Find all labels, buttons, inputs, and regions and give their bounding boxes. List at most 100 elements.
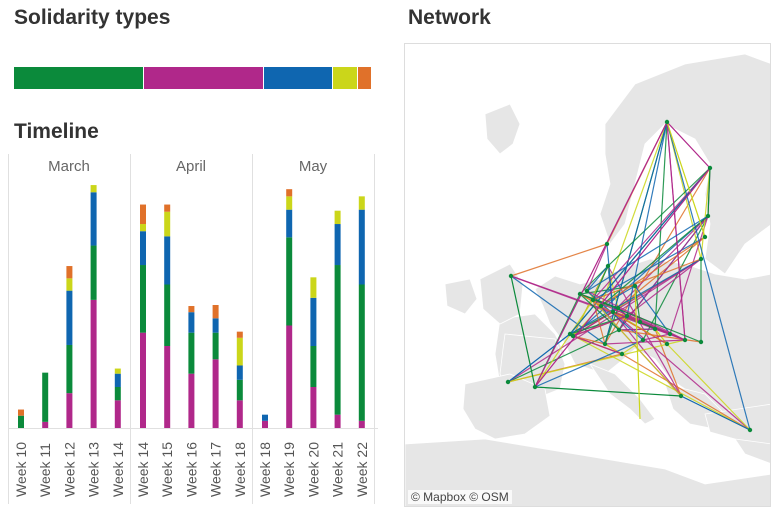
bar-segment-green[interactable] bbox=[18, 415, 24, 428]
network-node[interactable] bbox=[584, 288, 590, 294]
bar-segment-orange[interactable] bbox=[212, 305, 219, 319]
network-node[interactable] bbox=[698, 256, 704, 262]
bar-segment-yellow[interactable] bbox=[286, 196, 293, 210]
bar-segment-yellow[interactable] bbox=[66, 278, 73, 291]
network-node[interactable] bbox=[682, 337, 688, 343]
network-edge[interactable] bbox=[707, 167, 711, 217]
network-edge[interactable] bbox=[510, 275, 606, 345]
network-edge[interactable] bbox=[592, 167, 711, 301]
bar-segment-blue[interactable] bbox=[66, 290, 73, 345]
bar-segment-yellow[interactable] bbox=[358, 196, 365, 210]
network-edge[interactable] bbox=[579, 293, 620, 331]
bar-segment-orange[interactable] bbox=[188, 306, 195, 313]
network-node[interactable] bbox=[610, 309, 616, 315]
type-segment-blue[interactable] bbox=[263, 67, 333, 89]
network-edge[interactable] bbox=[510, 275, 641, 323]
bar-segment-magenta[interactable] bbox=[114, 400, 121, 428]
bar-segment-yellow[interactable] bbox=[164, 211, 171, 237]
network-node[interactable] bbox=[624, 313, 630, 319]
network-node[interactable] bbox=[590, 297, 596, 303]
bar-segment-blue[interactable] bbox=[140, 231, 146, 266]
network-edge[interactable] bbox=[634, 285, 641, 323]
network-node[interactable] bbox=[602, 341, 608, 347]
network-edge[interactable] bbox=[612, 311, 682, 397]
bar-segment-green[interactable] bbox=[66, 344, 73, 394]
bar-segment-orange[interactable] bbox=[164, 204, 171, 212]
network-edge[interactable] bbox=[586, 265, 609, 292]
network-edge[interactable] bbox=[534, 339, 644, 388]
network-edge[interactable] bbox=[669, 215, 709, 335]
network-edge[interactable] bbox=[586, 215, 709, 292]
network-edge[interactable] bbox=[572, 335, 623, 355]
network-node[interactable] bbox=[640, 337, 646, 343]
bar-segment-green[interactable] bbox=[42, 372, 49, 422]
bar-segment-green[interactable] bbox=[310, 346, 317, 387]
network-map[interactable]: © Mapbox © OSM bbox=[404, 43, 771, 507]
network-node[interactable] bbox=[532, 384, 538, 390]
bar-segment-magenta[interactable] bbox=[262, 420, 268, 428]
network-edge[interactable] bbox=[534, 386, 682, 397]
network-node[interactable] bbox=[702, 234, 708, 240]
network-node[interactable] bbox=[505, 379, 511, 385]
network-edge[interactable] bbox=[666, 121, 706, 238]
network-node[interactable] bbox=[747, 427, 753, 433]
network-edge[interactable] bbox=[507, 333, 571, 383]
bar-segment-magenta[interactable] bbox=[140, 332, 146, 428]
bar-segment-magenta[interactable] bbox=[42, 421, 49, 428]
network-node[interactable] bbox=[664, 341, 670, 347]
network-edge[interactable] bbox=[579, 293, 702, 343]
network-edge[interactable] bbox=[572, 315, 628, 337]
network-node[interactable] bbox=[567, 331, 573, 337]
bar-segment-yellow[interactable] bbox=[114, 368, 121, 374]
bar-segment-green[interactable] bbox=[90, 245, 97, 300]
network-edge[interactable] bbox=[626, 121, 668, 317]
bar-segment-blue[interactable] bbox=[358, 209, 365, 285]
bar-segment-yellow[interactable] bbox=[140, 224, 146, 232]
bar-segment-blue[interactable] bbox=[334, 224, 341, 266]
bar-segment-blue[interactable] bbox=[188, 312, 195, 333]
network-edge[interactable] bbox=[534, 121, 668, 388]
type-segment-magenta[interactable] bbox=[143, 67, 264, 89]
network-node[interactable] bbox=[619, 351, 625, 357]
network-edge[interactable] bbox=[507, 329, 620, 383]
bar-segment-orange[interactable] bbox=[140, 204, 146, 225]
network-edge[interactable] bbox=[666, 121, 686, 341]
bar-segment-orange[interactable] bbox=[236, 331, 243, 338]
network-edge[interactable] bbox=[634, 285, 641, 420]
network-node[interactable] bbox=[616, 327, 622, 333]
network-node[interactable] bbox=[604, 241, 610, 247]
network-edge[interactable] bbox=[534, 167, 711, 388]
bar-segment-green[interactable] bbox=[212, 332, 219, 360]
bar-segment-blue[interactable] bbox=[286, 209, 293, 238]
network-edge[interactable] bbox=[586, 243, 608, 292]
network-node[interactable] bbox=[632, 283, 638, 289]
network-edge[interactable] bbox=[612, 311, 751, 431]
bar-segment-magenta[interactable] bbox=[310, 387, 317, 428]
network-edge[interactable] bbox=[507, 339, 686, 383]
bar-segment-blue[interactable] bbox=[212, 318, 219, 333]
network-node[interactable] bbox=[615, 305, 621, 311]
bar-segment-blue[interactable] bbox=[114, 373, 121, 387]
bar-segment-green[interactable] bbox=[286, 237, 293, 326]
network-edge[interactable] bbox=[592, 236, 706, 301]
network-node[interactable] bbox=[698, 339, 704, 345]
network-edge[interactable] bbox=[510, 275, 536, 388]
map-attribution[interactable]: © Mapbox © OSM bbox=[408, 490, 512, 504]
bar-segment-yellow[interactable] bbox=[310, 277, 317, 298]
bar-segment-magenta[interactable] bbox=[164, 346, 171, 428]
network-node[interactable] bbox=[667, 331, 673, 337]
bar-segment-orange[interactable] bbox=[66, 266, 73, 279]
network-node[interactable] bbox=[508, 273, 514, 279]
network-edge[interactable] bbox=[700, 167, 711, 260]
bar-segment-magenta[interactable] bbox=[212, 359, 219, 428]
network-node[interactable] bbox=[577, 291, 583, 297]
bar-segment-yellow[interactable] bbox=[334, 210, 341, 225]
bar-segment-green[interactable] bbox=[188, 332, 195, 374]
bar-segment-magenta[interactable] bbox=[358, 420, 365, 428]
bar-segment-yellow[interactable] bbox=[90, 185, 97, 193]
network-node[interactable] bbox=[652, 326, 658, 332]
bar-segment-magenta[interactable] bbox=[236, 400, 243, 428]
network-node[interactable] bbox=[637, 319, 643, 325]
network-edge[interactable] bbox=[572, 215, 709, 337]
bar-segment-green[interactable] bbox=[358, 284, 365, 421]
